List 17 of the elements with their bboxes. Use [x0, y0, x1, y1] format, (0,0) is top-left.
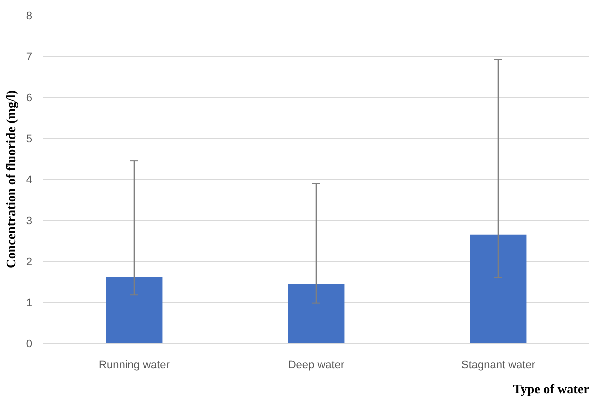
y-tick-label: 5 [26, 134, 33, 146]
y-tick-label: 1 [26, 298, 33, 310]
x-axis-title: Type of water [513, 382, 590, 396]
x-tick-label: Deep water [288, 360, 345, 372]
y-axis-title: Concentration of fluoride (mg/l) [3, 90, 18, 268]
x-tick-label: Stagnant water [462, 360, 536, 372]
y-tick-label: 2 [26, 256, 33, 268]
y-tick-label: 7 [26, 52, 33, 64]
bar [288, 284, 345, 344]
y-tick-label: 0 [26, 338, 33, 350]
y-tick-label: 6 [26, 92, 33, 104]
bar [470, 234, 527, 344]
x-tick-label: Running water [99, 360, 170, 372]
y-tick-label: 8 [26, 10, 33, 22]
y-tick-label: 4 [26, 174, 33, 186]
y-tick-label: 3 [26, 216, 33, 228]
bar [106, 277, 163, 344]
